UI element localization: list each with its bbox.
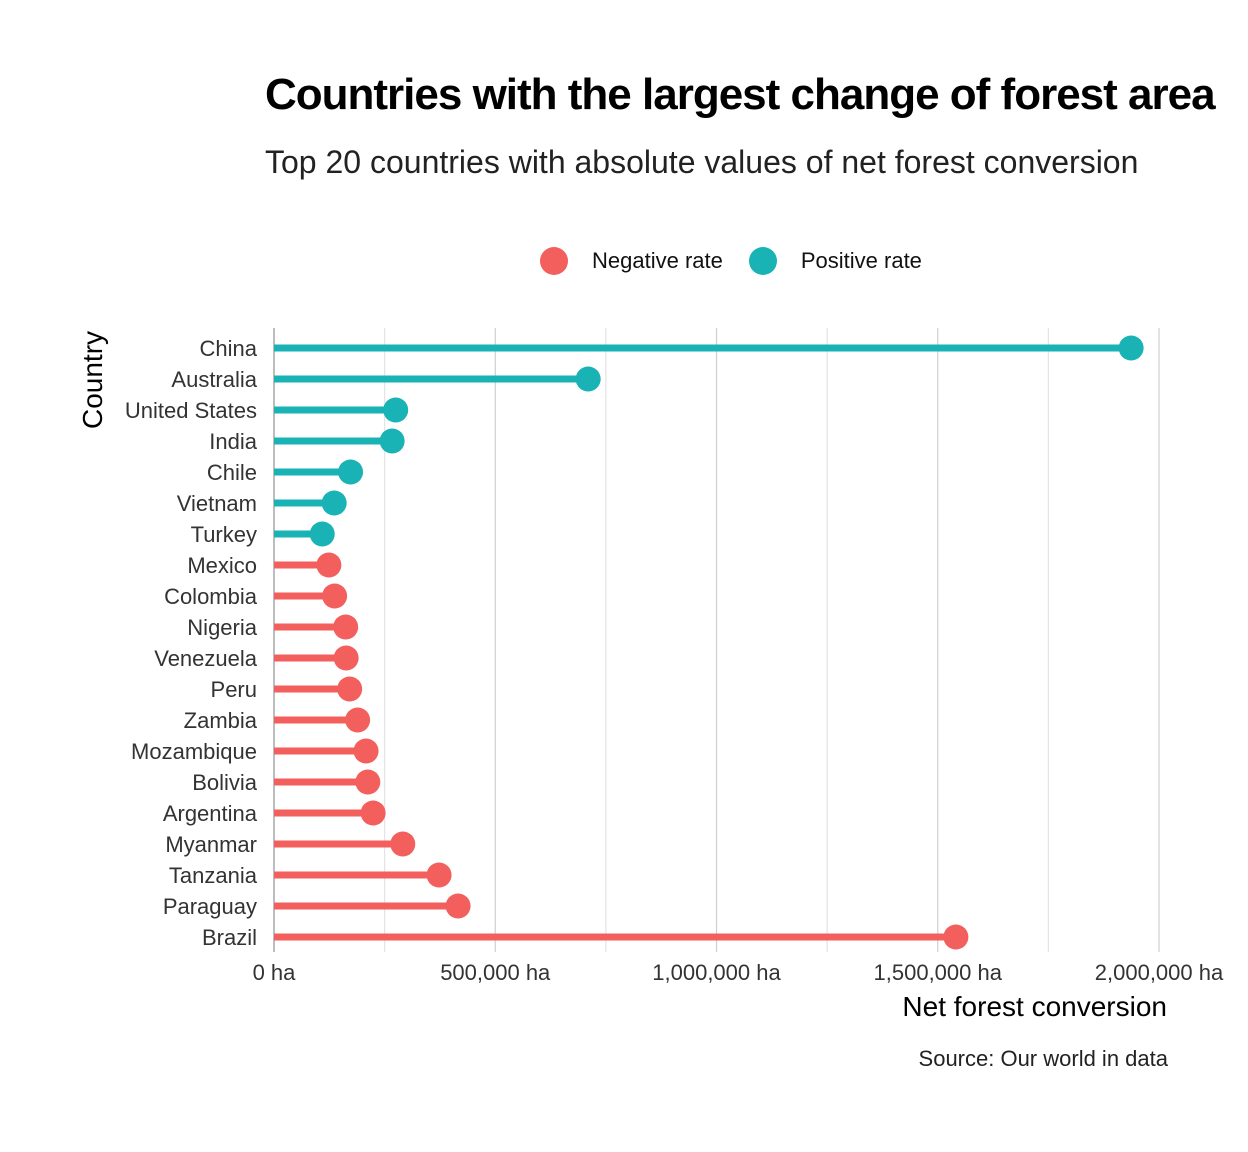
x-tick-label: 500,000 ha xyxy=(440,960,551,985)
y-tick-label: Venezuela xyxy=(154,646,258,671)
y-tick-label: Tanzania xyxy=(169,863,258,888)
y-tick-label: Colombia xyxy=(164,584,258,609)
y-tick-label: Peru xyxy=(211,677,257,702)
lollipop-point xyxy=(379,428,405,454)
x-tick-label: 0 ha xyxy=(253,960,297,985)
y-tick-label: Brazil xyxy=(202,925,257,950)
y-tick-label: Bolivia xyxy=(192,770,258,795)
y-axis-title: Country xyxy=(77,331,108,429)
lollipop-point xyxy=(445,893,471,919)
legend-positive-dot xyxy=(748,247,777,275)
lollipop-point xyxy=(390,831,416,857)
lollipop-point xyxy=(322,583,348,609)
legend-negative-dot xyxy=(540,247,568,275)
legend-item-positive: Positive rate xyxy=(748,247,922,275)
lollipop-point xyxy=(355,769,381,795)
lollipop-point xyxy=(426,862,452,888)
y-tick-label: Mexico xyxy=(187,553,257,578)
lollipop-point xyxy=(321,490,347,516)
lollipop-point xyxy=(316,552,342,578)
lollipop-point xyxy=(943,924,969,950)
lollipop-point xyxy=(309,521,335,547)
x-tick-label: 2,000,000 ha xyxy=(1095,960,1224,985)
legend-positive-label: Positive rate xyxy=(800,248,922,273)
source-note: Source: Our world in data xyxy=(918,1046,1168,1071)
y-tick-label: Turkey xyxy=(191,522,257,547)
x-tick-label: 1,000,000 ha xyxy=(652,960,781,985)
x-tick-label: 1,500,000 ha xyxy=(874,960,1003,985)
y-tick-label: Australia xyxy=(171,367,257,392)
lollipop-point xyxy=(338,459,364,485)
y-tick-label: United States xyxy=(125,398,257,423)
chart-subtitle: Top 20 countries with absolute values of… xyxy=(265,144,1139,180)
y-tick-label: China xyxy=(200,336,258,361)
lollipop-point xyxy=(337,676,363,702)
y-tick-label: Vietnam xyxy=(177,491,257,516)
lollipop-chart: 0 ha 500,000 ha 1,000,000 ha 1,500,000 ha 2,… xyxy=(77,328,1224,1022)
lollipop-point xyxy=(333,614,359,640)
legend-negative-label: Negative rate xyxy=(592,248,723,273)
lollipop-point xyxy=(360,800,386,826)
lollipop-point xyxy=(333,645,359,671)
chart-title: Countries with the largest change of for… xyxy=(265,70,1216,119)
y-tick-label: Zambia xyxy=(184,708,258,733)
lollipop-point xyxy=(575,366,601,392)
lollipop-point xyxy=(383,397,409,423)
x-axis-title: Net forest conversion xyxy=(902,991,1167,1022)
legend-item-negative: Negative rate xyxy=(540,247,723,275)
y-tick-label: Chile xyxy=(207,460,257,485)
y-tick-label: Mozambique xyxy=(131,739,257,764)
lollipop-point xyxy=(345,707,371,733)
y-tick-label: India xyxy=(209,429,257,454)
y-tick-label: Paraguay xyxy=(163,894,257,919)
legend: Negative rate Positive rate xyxy=(540,246,948,276)
lollipop-point xyxy=(1118,335,1144,361)
y-tick-label: Nigeria xyxy=(187,615,257,640)
y-tick-label: Argentina xyxy=(163,801,258,826)
y-tick-label: Myanmar xyxy=(165,832,257,857)
lollipop-point xyxy=(353,738,379,764)
